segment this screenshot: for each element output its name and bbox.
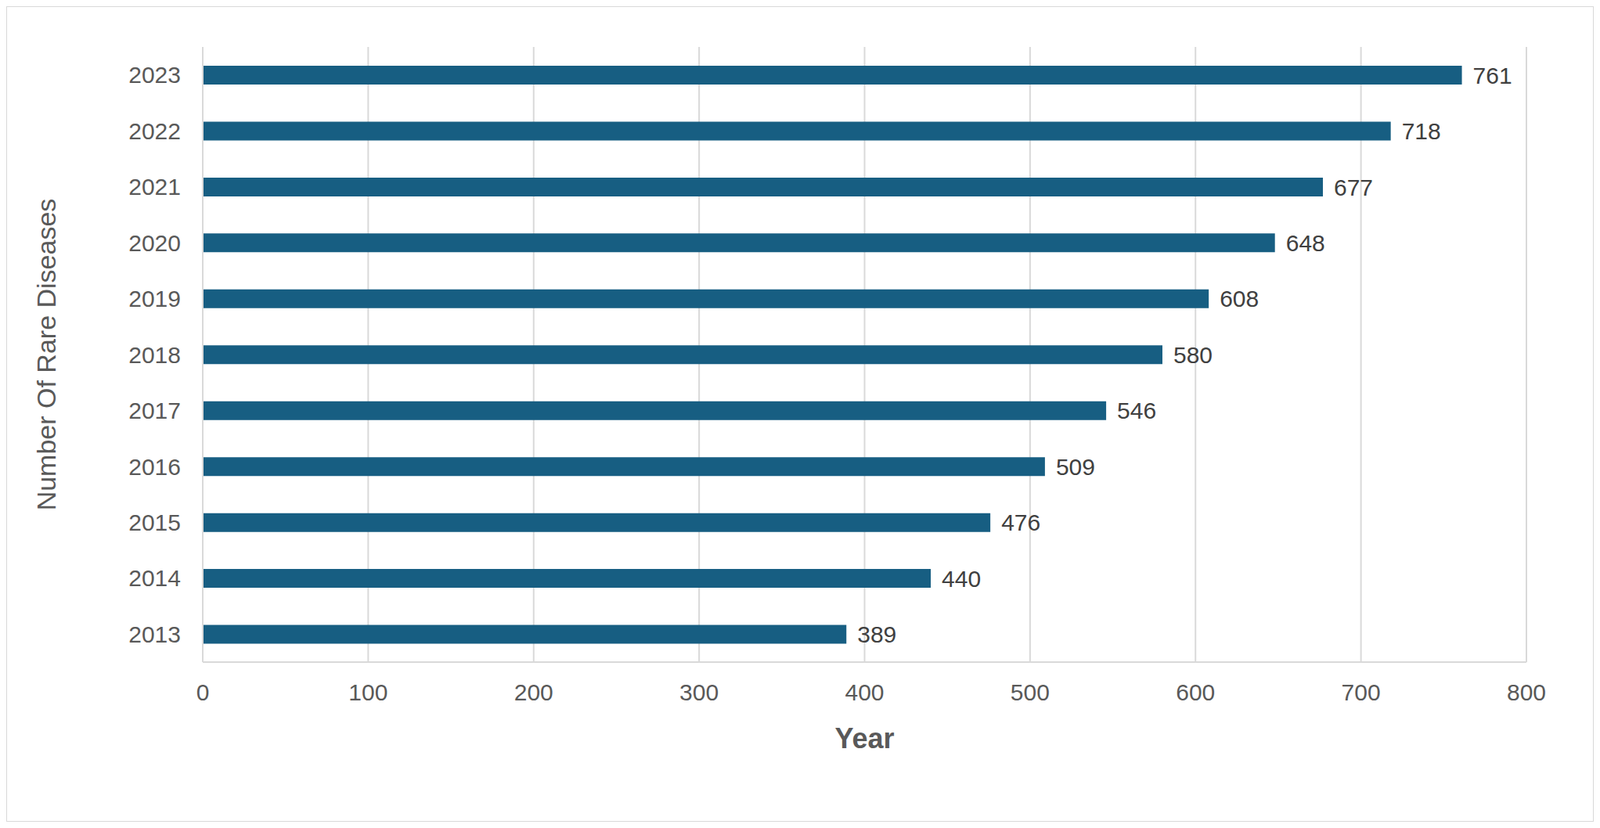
svg-text:389: 389 (857, 621, 897, 648)
svg-text:600: 600 (1175, 679, 1215, 706)
svg-text:2017: 2017 (128, 397, 181, 424)
svg-text:100: 100 (348, 679, 388, 706)
svg-text:476: 476 (1001, 509, 1041, 536)
svg-text:0: 0 (196, 679, 210, 706)
svg-text:648: 648 (1286, 230, 1326, 256)
svg-text:2018: 2018 (128, 342, 181, 368)
svg-text:546: 546 (1117, 397, 1157, 424)
svg-text:Number Of Rare Diseases: Number Of Rare Diseases (31, 198, 62, 512)
svg-text:2015: 2015 (128, 509, 181, 536)
svg-text:500: 500 (1010, 679, 1050, 706)
svg-text:580: 580 (1173, 342, 1213, 368)
svg-text:400: 400 (844, 679, 884, 706)
svg-text:2020: 2020 (128, 230, 181, 256)
svg-text:2022: 2022 (128, 118, 181, 145)
svg-text:2019: 2019 (128, 285, 181, 312)
svg-text:2023: 2023 (128, 61, 181, 88)
svg-text:761: 761 (1473, 62, 1513, 89)
svg-text:718: 718 (1401, 118, 1442, 145)
svg-text:677: 677 (1333, 174, 1373, 201)
svg-text:2021: 2021 (128, 173, 181, 200)
svg-text:200: 200 (514, 679, 554, 706)
svg-text:700: 700 (1341, 679, 1381, 706)
svg-text:608: 608 (1219, 285, 1259, 312)
svg-text:2013: 2013 (128, 621, 181, 648)
svg-text:509: 509 (1055, 454, 1096, 480)
svg-text:Year: Year (834, 722, 894, 755)
svg-text:300: 300 (679, 679, 719, 706)
svg-text:800: 800 (1506, 679, 1546, 706)
svg-text:440: 440 (941, 565, 981, 592)
svg-text:2016: 2016 (128, 454, 181, 480)
svg-text:2014: 2014 (128, 565, 181, 591)
